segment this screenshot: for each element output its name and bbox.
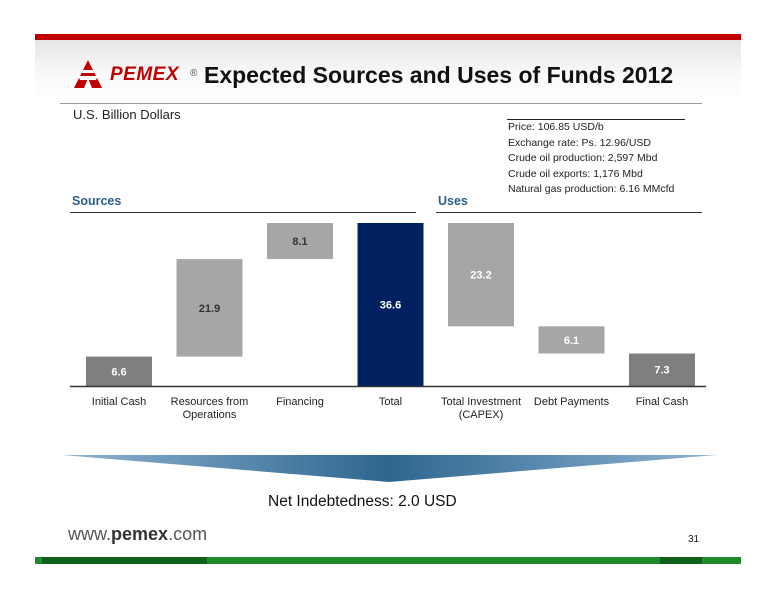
bar-debt-payments [538, 326, 605, 354]
header-rule [60, 103, 702, 104]
data-label-total-investment-capex: 23.2 [470, 270, 491, 282]
data-label-debt-payments: 6.1 [564, 335, 579, 347]
tick-label-initial-cash: Initial Cash [91, 396, 147, 408]
tick-label-total-investment-capex: Total Investment (CAPEX) [440, 396, 522, 421]
url-suffix: .com [168, 524, 208, 544]
data-label-total: 36.6 [380, 300, 401, 312]
website-url[interactable]: www.pemex.com [68, 524, 207, 545]
assumption-oil-exports: Crude oil exports: 1,176 Mbd [508, 167, 643, 180]
tick-label-resources-from-operations: Resources from Operations [170, 396, 249, 421]
footer-accent-left [42, 557, 207, 564]
uses-rule [436, 212, 702, 213]
page-number: 31 [688, 534, 700, 545]
tick-label-financing: Financing [276, 396, 324, 408]
uses-heading: Uses [438, 194, 468, 208]
assumption-oil-production: Crude oil production: 2,597 Mbd [508, 152, 658, 164]
bar-total [357, 223, 424, 386]
data-label-final-cash: 7.3 [654, 365, 669, 377]
assumption-gas-production: Natural gas production: 6.16 MMcfd [508, 183, 675, 195]
footer-bar [35, 557, 741, 564]
net-indebtedness-banner [62, 455, 716, 482]
bar-initial-cash [86, 356, 152, 386]
logo-wordmark: PEMEX [110, 64, 180, 85]
footer-accent-right [660, 557, 702, 564]
data-label-resources-from-operations: 21.9 [199, 303, 220, 315]
tick-label-total: Total [378, 396, 403, 408]
net-indebtedness: Net Indebtedness: 2.0 USD [268, 493, 457, 510]
tick-label-final-cash: Final Cash [635, 396, 689, 408]
bar-total-investment-capex [448, 223, 514, 327]
page-title: Expected Sources and Uses of Funds 2012 [204, 62, 674, 88]
sources-heading: Sources [72, 194, 122, 208]
tick-label-debt-payments: Debt Payments [533, 396, 610, 408]
units-label: U.S. Billion Dollars [73, 107, 181, 122]
data-label-initial-cash: 6.6 [111, 366, 126, 378]
logo-registered-mark: ® [190, 68, 198, 79]
assumptions-box: Price: 106.85 USD/b Exchange rate: Ps. 1… [508, 120, 674, 198]
bar-resources-from-operations [176, 259, 243, 357]
bar-final-cash [629, 353, 695, 386]
pemex-eagle-icon [74, 60, 102, 88]
assumption-price: Price: 106.85 USD/b [508, 121, 604, 133]
pemex-logo: PEMEX ® [70, 58, 210, 92]
header-band [35, 40, 741, 102]
bar-financing [267, 223, 333, 260]
url-prefix: www. [68, 524, 112, 544]
url-brand: pemex [111, 524, 169, 544]
sources-rule [70, 212, 416, 213]
assumption-exchange-rate: Exchange rate: Ps. 12.96/USD [508, 136, 651, 149]
assumptions-rule [507, 119, 685, 120]
data-label-financing: 8.1 [292, 236, 307, 248]
header-top-bar [35, 34, 741, 40]
